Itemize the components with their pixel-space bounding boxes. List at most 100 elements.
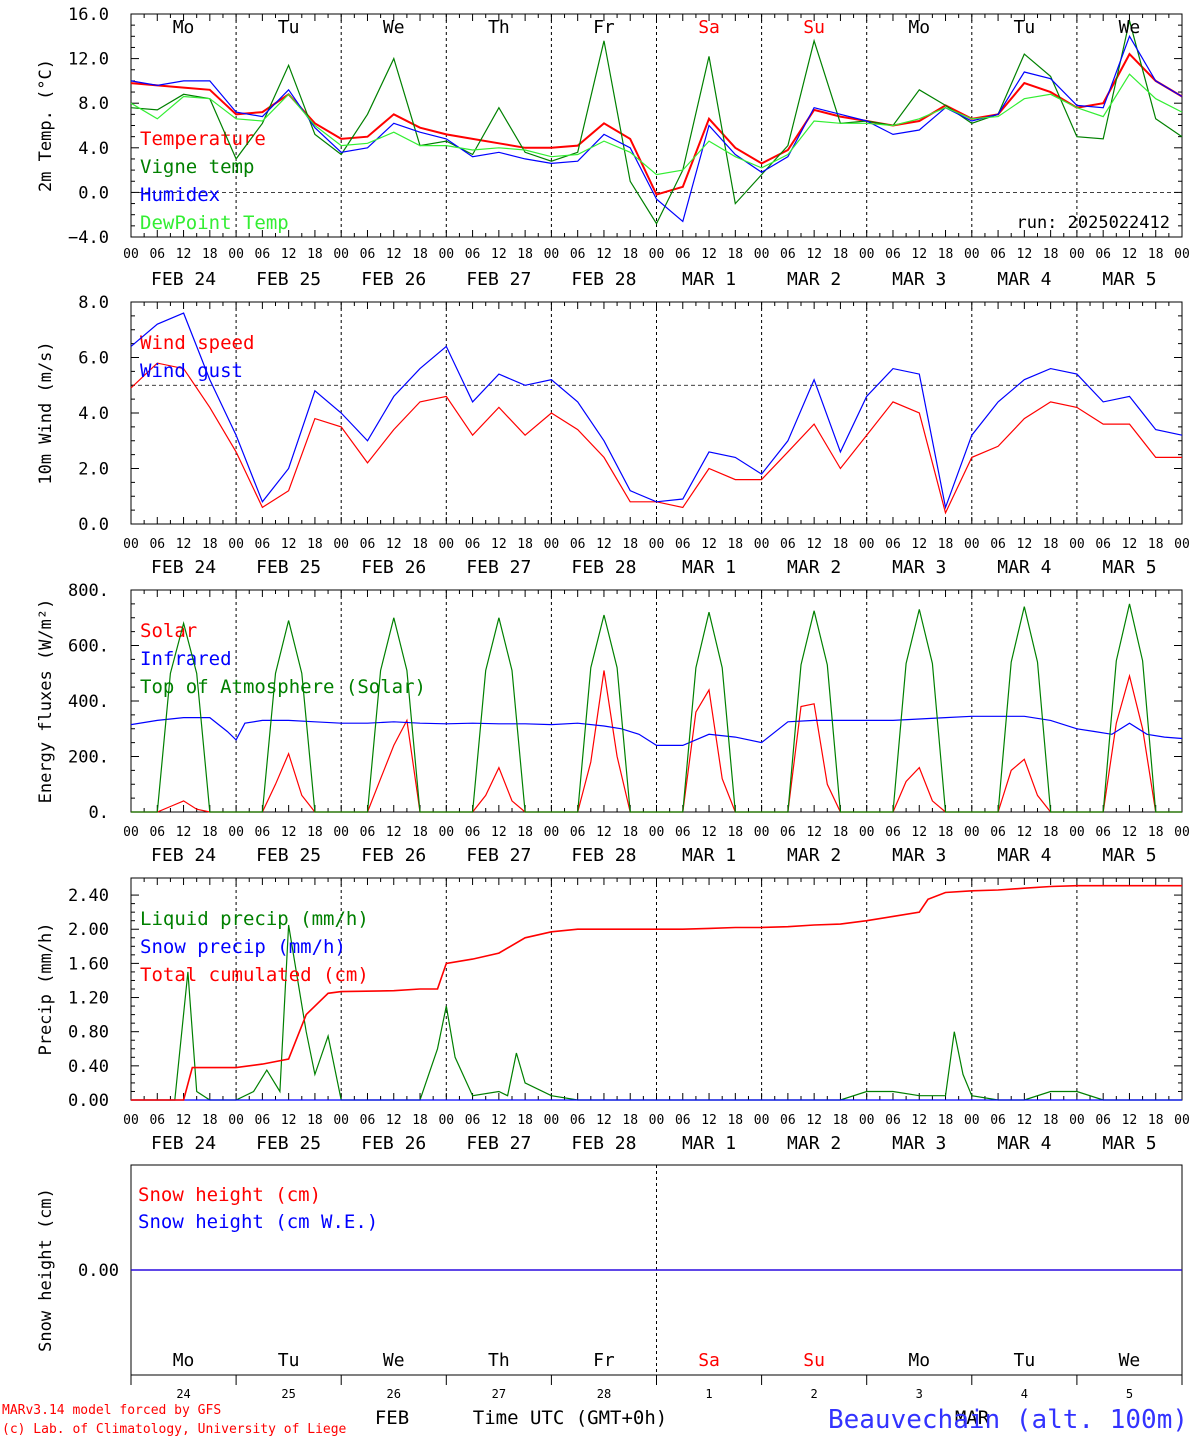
hour-label: 06 [1095,537,1111,552]
hour-label: 18 [517,1113,533,1128]
series-line [130,312,1183,510]
hour-label: 12 [1017,825,1033,840]
hour-label: 12 [176,247,192,262]
legend-entry: Snow height (cm W.E.) [138,1211,378,1233]
date-label: MAR 2 [787,557,841,578]
hour-label: 18 [307,537,323,552]
credit-line-2: (c) Lab. of Climatology, University of L… [2,1422,347,1437]
y-tick-label: 200. [68,748,109,768]
date-label: FEB 26 [361,845,426,866]
date-label: MAR 1 [682,1133,736,1154]
y-tick-label: 0.0 [78,183,109,203]
date-label: FEB 26 [361,557,426,578]
weekday-label: Tu [278,17,300,38]
hour-label: 12 [281,1113,297,1128]
legend-entry: Snow height (cm) [138,1184,321,1206]
hour-label: 06 [675,825,691,840]
weekday-label: Mo [173,1350,195,1371]
hour-label: 18 [833,247,849,262]
y-axis-label: Snow height (cm) [36,1188,56,1352]
date-label: MAR 4 [997,269,1051,290]
hour-label: 06 [990,247,1006,262]
hour-label: 06 [149,247,165,262]
hour-label: 06 [360,825,376,840]
date-label: MAR 3 [892,845,946,866]
hour-label: 18 [307,247,323,262]
hour-label: 18 [727,537,743,552]
weekday-label: Sa [698,1350,720,1371]
hour-label: 00 [754,537,770,552]
y-tick-label: 2.00 [68,920,109,940]
series-line [131,884,1182,1101]
hour-label: 00 [228,1113,244,1128]
hour-label: 06 [570,825,586,840]
hour-label: 00 [438,1113,454,1128]
hour-label: 06 [1095,247,1111,262]
date-label: FEB 25 [256,269,321,290]
day-number: 2 [811,1387,818,1401]
hour-label: 00 [964,247,980,262]
hour-label: 12 [596,1113,612,1128]
hour-label: 00 [859,1113,875,1128]
panel-2: 0.0 2.0 4.0 6.0 8.0 10m Wind (m/s) Wind speed W… [36,293,1190,578]
hour-label: 12 [491,825,507,840]
hour-label: 18 [622,537,638,552]
date-label: MAR 4 [997,1133,1051,1154]
hour-label: 12 [701,247,717,262]
series-line [131,603,1182,813]
date-label: FEB 27 [466,557,531,578]
hour-label: 00 [1069,1113,1085,1128]
date-label: FEB 25 [256,557,321,578]
date-label: MAR 3 [892,269,946,290]
date-label: FEB 27 [466,1133,531,1154]
y-tick-label: 4.0 [78,139,109,159]
weekday-label: We [383,17,405,38]
hour-label: 12 [806,1113,822,1128]
day-number: 27 [492,1387,506,1401]
hour-label: 00 [649,1113,665,1128]
weekday-label: Fr [593,17,615,38]
y-axis-label: 10m Wind (m/s) [36,341,56,484]
legend-entry: Wind gust [140,360,243,382]
hour-label: 12 [701,537,717,552]
hour-label: 12 [911,1113,927,1128]
day-number: 3 [916,1387,923,1401]
hour-label: 18 [307,825,323,840]
hour-label: 18 [1148,825,1164,840]
hour-label: 12 [1017,247,1033,262]
weekday-label: We [1119,17,1141,38]
hour-label: 06 [149,1113,165,1128]
hour-label: 18 [1043,247,1059,262]
hour-label: 00 [1174,1113,1190,1128]
legend-entry: Total cumulated (cm) [140,964,369,986]
day-number: 26 [387,1387,401,1401]
x-axis-label: Time UTC (GMT+0h) [473,1407,667,1429]
date-label: MAR 2 [787,269,841,290]
hour-label: 18 [307,1113,323,1128]
hour-label: 00 [438,537,454,552]
weekday-label: Th [488,17,510,38]
hour-label: 12 [806,537,822,552]
y-tick-label: 16.0 [68,5,109,25]
date-label: FEB 26 [361,1133,426,1154]
hour-label: 06 [570,537,586,552]
hour-label: 06 [570,1113,586,1128]
hour-label: 12 [176,825,192,840]
hour-label: 06 [149,825,165,840]
date-label: FEB 24 [151,557,216,578]
hour-label: 12 [176,1113,192,1128]
date-label: MAR 4 [997,557,1051,578]
hour-label: 06 [675,247,691,262]
date-label: MAR 5 [1102,557,1156,578]
y-axis-label: 2m Temp. (°C) [36,59,56,192]
hour-label: 18 [202,247,218,262]
hour-label: 12 [806,825,822,840]
hour-label: 00 [544,247,560,262]
date-label: MAR 5 [1102,845,1156,866]
hour-label: 00 [1174,825,1190,840]
weekday-label: We [383,1350,405,1371]
y-tick-label: 6.0 [78,349,109,369]
hour-label: 00 [964,537,980,552]
hour-label: 12 [281,825,297,840]
hour-label: 06 [675,1113,691,1128]
